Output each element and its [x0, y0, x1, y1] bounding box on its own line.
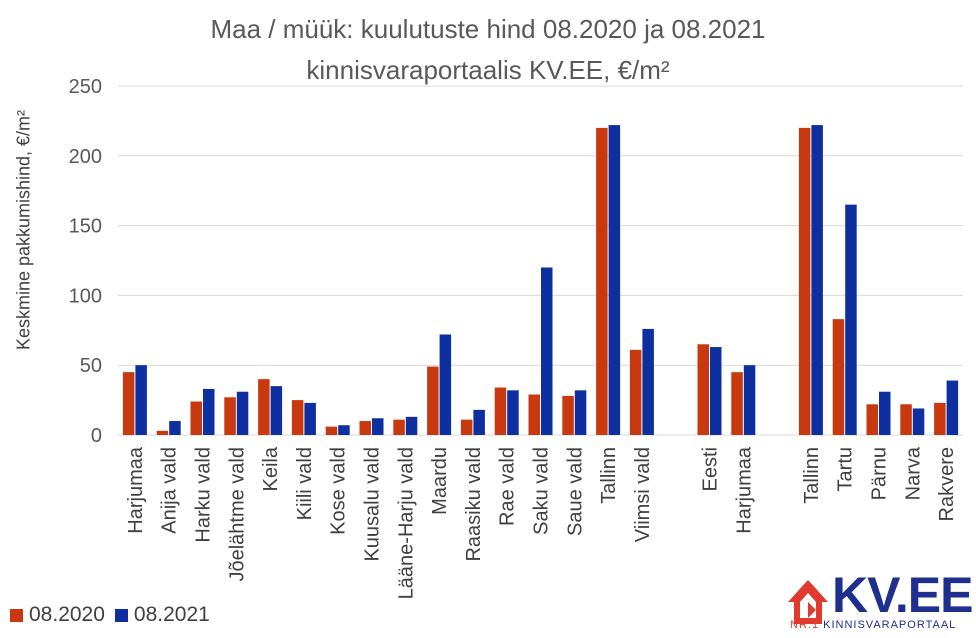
bar-2021 — [879, 391, 891, 435]
legend-label-2020: 08.2020 — [29, 603, 105, 626]
bar-2021 — [169, 421, 181, 435]
bar-2021 — [135, 365, 147, 435]
bars — [122, 125, 959, 435]
bar-2020 — [224, 397, 236, 435]
x-tick-label: Eesti — [700, 447, 722, 491]
bar-2021 — [811, 125, 823, 435]
chart-title-line-2: kinnisvaraportaalis KV.EE, €/m² — [306, 55, 670, 85]
x-tick-label: Rakvere — [936, 447, 958, 521]
bar-2020 — [629, 349, 642, 435]
bar-2021 — [405, 416, 418, 435]
x-tick-label: Saue vald — [564, 447, 586, 536]
bar-2020 — [697, 344, 709, 435]
bar-2021 — [541, 267, 553, 435]
legend-item-2020: 08.2020 — [10, 603, 105, 627]
bar-2021 — [473, 409, 485, 435]
bar-2021 — [507, 390, 519, 435]
x-tick-label: Rae vald — [497, 447, 519, 526]
x-tick-label: Kuusalu vald — [362, 447, 384, 562]
y-tick-labels: 0 50 100 150 200 250 — [69, 76, 102, 447]
bar-2021 — [236, 391, 249, 435]
bar-2020 — [325, 426, 338, 435]
legend: 08.2020 08.2021 — [10, 603, 216, 627]
bar-2021 — [642, 328, 654, 435]
x-tick-labels: Harjumaa Anija vald Harku vald Jõelähtme va… — [125, 446, 958, 599]
bar-2020 — [156, 430, 169, 435]
bar-2020 — [528, 394, 540, 435]
x-tick-label: Harjumaa — [125, 446, 147, 534]
bar-2020 — [900, 404, 912, 435]
x-tick-label: Harjumaa — [733, 446, 755, 534]
bar-2021 — [574, 390, 587, 435]
chart-title-line-1: Maa / müük: kuulutuste hind 08.2020 ja 0… — [210, 14, 766, 44]
bar-2021 — [372, 418, 384, 435]
bar-2020 — [562, 395, 574, 435]
x-tick-label: Maardu — [429, 447, 451, 515]
bar-2020 — [460, 419, 473, 435]
x-tick-label: Keila — [260, 446, 282, 491]
bar-2020 — [731, 372, 743, 435]
bar-2021 — [304, 402, 316, 435]
bar-2021 — [608, 125, 621, 435]
bar-2021 — [743, 365, 756, 435]
bar-2020 — [596, 127, 608, 435]
bar-2021 — [710, 347, 722, 435]
legend-swatch-2020 — [10, 608, 23, 622]
x-tick-label: Kiili vald — [294, 447, 316, 520]
bar-2021 — [912, 408, 925, 435]
bar-2021 — [439, 334, 452, 435]
legend-swatch-2021 — [114, 608, 128, 622]
x-tick-label: Viimsi vald — [632, 447, 654, 542]
bar-2021 — [338, 425, 350, 435]
logo-tagline: NR.1 KINNISVARAPORTAAL — [790, 619, 956, 631]
bar-2021 — [946, 380, 959, 435]
x-tick-label: Harku vald — [193, 447, 215, 543]
x-tick-label: Tallinn — [598, 447, 620, 504]
bar-2020 — [798, 127, 811, 435]
y-tick-label: 0 — [91, 425, 102, 447]
x-tick-label: Tartu — [835, 447, 857, 491]
x-tick-label: Kose vald — [328, 447, 350, 535]
bar-2020 — [832, 319, 845, 435]
logo-wordmark: KV.EE — [832, 567, 973, 623]
x-tick-label: Saku vald — [531, 447, 553, 535]
kvee-logo-icon — [788, 580, 828, 624]
bar-2021 — [845, 204, 857, 435]
bar-2020 — [258, 379, 270, 435]
x-tick-label: Anija vald — [159, 447, 181, 534]
bar-2020 — [866, 404, 878, 435]
x-tick-label: Raasiku vald — [463, 447, 485, 562]
bar-2020 — [427, 366, 439, 435]
x-tick-label: Tallinn — [801, 447, 823, 504]
bar-2021 — [270, 386, 283, 435]
bar-2020 — [190, 401, 202, 435]
y-tick-label: 50 — [80, 355, 102, 377]
bar-2020 — [494, 387, 507, 435]
bar-2020 — [122, 372, 135, 435]
logo-tagline-nr: NR.1 — [790, 619, 820, 631]
bar-2020 — [934, 402, 946, 435]
bar-2021 — [203, 388, 215, 435]
x-tick-label: Jõelähtme vald — [226, 447, 248, 582]
bar-2020 — [291, 400, 304, 435]
x-tick-label: Narva — [902, 446, 924, 500]
legend-item-2021: 08.2021 — [114, 603, 210, 627]
y-tick-label: 150 — [69, 216, 102, 238]
legend-label-2021: 08.2021 — [133, 603, 210, 626]
x-tick-label: Lääne-Harju vald — [395, 447, 417, 599]
logo-tagline-text: KINNISVARAPORTAAL — [823, 619, 957, 631]
bar-2020 — [393, 419, 405, 435]
y-tick-label: 100 — [69, 285, 102, 307]
bar-2020 — [359, 421, 371, 435]
y-tick-label: 200 — [69, 146, 102, 168]
x-tick-label: Pärnu — [869, 447, 891, 500]
y-tick-label: 250 — [69, 76, 102, 98]
